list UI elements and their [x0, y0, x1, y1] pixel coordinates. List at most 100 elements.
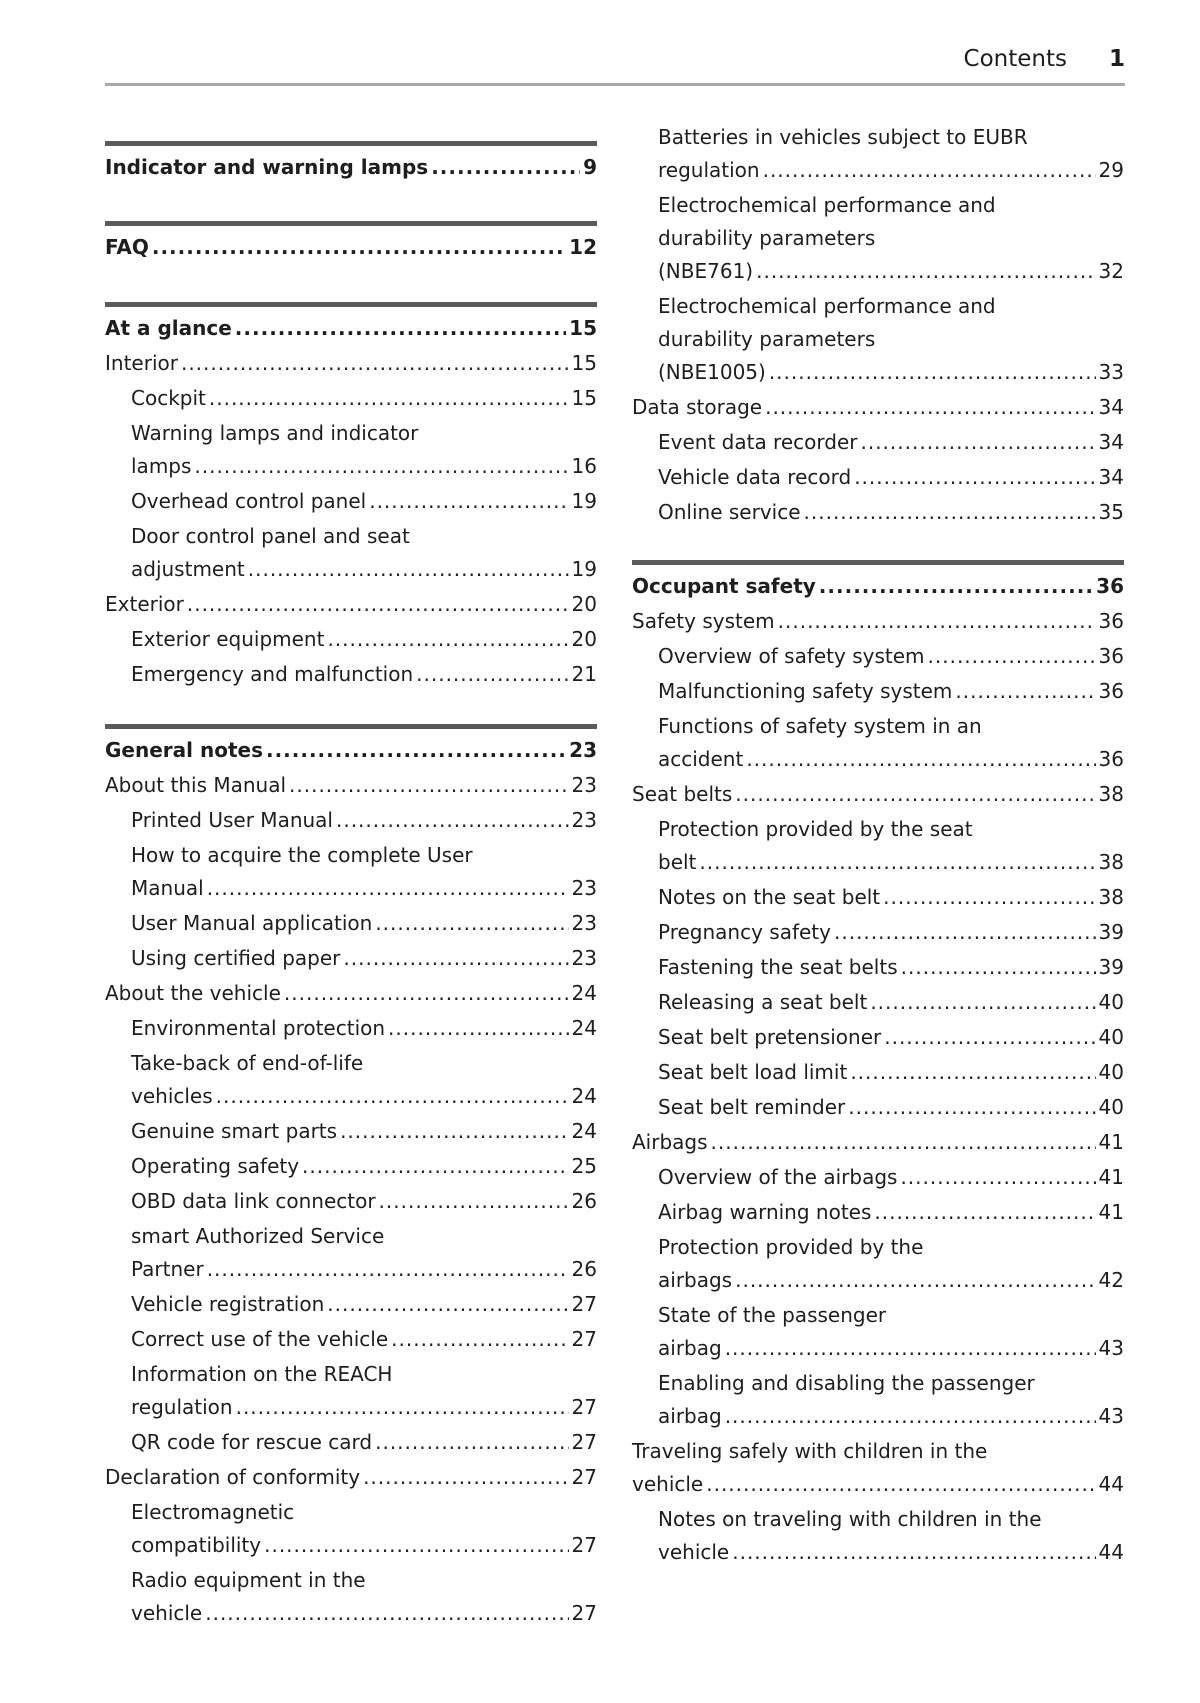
toc-entry[interactable]: Event data recorder 34: [632, 426, 1124, 459]
toc-entry[interactable]: Pregnancy safety 39: [632, 916, 1124, 949]
toc-entry[interactable]: Data storage 34: [632, 391, 1124, 424]
dot-leader: [870, 986, 1095, 1019]
entry-page-number: 36: [1098, 609, 1124, 633]
toc-section-heading[interactable]: FAQ 12: [105, 231, 597, 264]
entry-page-number: 35: [1098, 500, 1124, 524]
toc-section-heading[interactable]: Occupant safety 36: [632, 570, 1124, 603]
toc-entry[interactable]: Electromagnetic compatibility 27: [105, 1496, 597, 1562]
toc-entry[interactable]: Airbags 41: [632, 1126, 1124, 1159]
toc-entry[interactable]: Exterior 20: [105, 588, 597, 621]
entry-last-line: (NBE1005) 33: [658, 356, 1124, 389]
toc-entry[interactable]: Declaration of conformity 27: [105, 1461, 597, 1494]
toc-entry[interactable]: Information on the REACH regulation 27: [105, 1358, 597, 1424]
entry-title-line: airbags: [658, 1268, 733, 1292]
toc-entry[interactable]: OBD data link connector 26: [105, 1185, 597, 1218]
dot-leader: [289, 769, 569, 802]
entry-last-line: Overview of the airbags 41: [658, 1161, 1124, 1194]
toc-entry[interactable]: Electrochemical performance and durabilit…: [632, 290, 1124, 389]
toc-entry[interactable]: Traveling safely with children in the veh…: [632, 1435, 1124, 1501]
entry-page-number: 27: [571, 1292, 597, 1316]
dot-leader: [725, 1400, 1096, 1433]
header-title: Contents: [963, 46, 1067, 72]
toc-entry[interactable]: Overhead control panel 19: [105, 485, 597, 518]
dot-leader: [302, 1150, 569, 1183]
toc-entry[interactable]: Safety system 36: [632, 605, 1124, 638]
entry-page-number: 40: [1098, 1060, 1124, 1084]
toc-entry[interactable]: Exterior equipment 20: [105, 623, 597, 656]
toc-section-heading[interactable]: At a glance 15: [105, 312, 597, 345]
toc-entry[interactable]: Online service 35: [632, 496, 1124, 529]
toc-entry[interactable]: About this Manual 23: [105, 769, 597, 802]
entry-last-line: Partner 26: [131, 1253, 597, 1286]
entry-title-line: Indicator and warning lamps: [105, 155, 429, 179]
entry-page-number: 27: [571, 1465, 597, 1489]
toc-entry[interactable]: Releasing a seat belt 40: [632, 986, 1124, 1019]
toc-entry[interactable]: Protection provided by the airbags 42: [632, 1231, 1124, 1297]
toc-entry[interactable]: Malfunctioning safety system 36: [632, 675, 1124, 708]
toc-entry[interactable]: User Manual application 23: [105, 907, 597, 940]
entry-title-line: Partner: [131, 1257, 204, 1281]
toc-section: At a glance 15 Interior 15 Cockpit 15 Warning …: [105, 302, 597, 693]
entry-last-line: vehicle 27: [131, 1597, 597, 1630]
toc-entry[interactable]: Radio equipment in the vehicle 27: [105, 1564, 597, 1630]
toc-entry[interactable]: Vehicle registration 27: [105, 1288, 597, 1321]
toc-entry[interactable]: State of the passenger airbag 43: [632, 1299, 1124, 1365]
toc-entry[interactable]: Seat belts 38: [632, 778, 1124, 811]
section-divider: [105, 724, 597, 729]
toc-entry[interactable]: Cockpit 15: [105, 382, 597, 415]
entry-last-line: QR code for rescue card 27: [131, 1426, 597, 1459]
toc-entry[interactable]: Door control panel and seat adjustment 19: [105, 520, 597, 586]
toc-entry[interactable]: Enabling and disabling the passenger airb…: [632, 1367, 1124, 1433]
toc-entry[interactable]: QR code for rescue card 27: [105, 1426, 597, 1459]
toc-section-heading[interactable]: Indicator and warning lamps 9: [105, 151, 597, 184]
dot-leader: [928, 640, 1096, 673]
toc-entry[interactable]: Printed User Manual 23: [105, 804, 597, 837]
toc-entry[interactable]: Notes on the seat belt 38: [632, 881, 1124, 914]
entry-title-line: Manual: [131, 876, 204, 900]
entry-title-line: Emergency and malfunction: [131, 662, 414, 686]
dot-leader: [699, 846, 1095, 879]
entry-last-line: About this Manual 23: [105, 769, 597, 802]
toc-entry[interactable]: Functions of safety system in an accident…: [632, 710, 1124, 776]
entry-title-line: Safety system: [632, 609, 775, 633]
toc-entry[interactable]: About the vehicle 24: [105, 977, 597, 1010]
entry-title-line: Electrochemical performance and: [658, 294, 996, 318]
toc-entry[interactable]: Seat belt load limit 40: [632, 1056, 1124, 1089]
toc-entry[interactable]: Protection provided by the seat belt 38: [632, 813, 1124, 879]
toc-entry[interactable]: Overview of the airbags 41: [632, 1161, 1124, 1194]
toc-entry[interactable]: Warning lamps and indicator lamps 16: [105, 417, 597, 483]
toc-entry[interactable]: Genuine smart parts 24: [105, 1115, 597, 1148]
toc-entry[interactable]: Operating safety 25: [105, 1150, 597, 1183]
entry-title-line: Cockpit: [131, 386, 206, 410]
toc-entry[interactable]: Batteries in vehicles subject to EUBR reg…: [632, 121, 1124, 187]
toc-entry[interactable]: Electrochemical performance and durabilit…: [632, 189, 1124, 288]
toc-entry[interactable]: Vehicle data record 34: [632, 461, 1124, 494]
toc-entry[interactable]: Overview of safety system 36: [632, 640, 1124, 673]
entry-title-line: Data storage: [632, 395, 763, 419]
toc-entry[interactable]: Take-back of end-of-life vehicles 24: [105, 1047, 597, 1113]
entry-page-number: 43: [1098, 1336, 1124, 1360]
toc-entry[interactable]: Emergency and malfunction 21: [105, 658, 597, 691]
entry-title-line: Functions of safety system in an: [658, 714, 982, 738]
toc-entry[interactable]: Seat belt reminder 40: [632, 1091, 1124, 1124]
entry-title-line: belt: [658, 850, 697, 874]
toc-entry[interactable]: Correct use of the vehicle 27: [105, 1323, 597, 1356]
entry-last-line: Cockpit 15: [131, 382, 597, 415]
toc-entry[interactable]: Airbag warning notes 41: [632, 1196, 1124, 1229]
toc-entry[interactable]: smart Authorized Service Partner 26: [105, 1220, 597, 1286]
toc-entry[interactable]: Interior 15: [105, 347, 597, 380]
toc-entry[interactable]: Fastening the seat belts 39: [632, 951, 1124, 984]
toc-entry[interactable]: Environmental protection 24: [105, 1012, 597, 1045]
toc-section-heading[interactable]: General notes 23: [105, 734, 597, 767]
toc-entry[interactable]: Using certified paper 23: [105, 942, 597, 975]
entry-last-line: Printed User Manual 23: [131, 804, 597, 837]
entry-last-line: Exterior equipment 20: [131, 623, 597, 656]
entry-page-number: 19: [571, 557, 597, 581]
toc-entry[interactable]: Notes on traveling with children in the v…: [632, 1503, 1124, 1569]
dot-leader: [216, 1080, 569, 1113]
dot-leader: [327, 623, 568, 656]
toc-entry[interactable]: How to acquire the complete User Manual 23: [105, 839, 597, 905]
entry-title-line: Protection provided by the seat: [658, 817, 973, 841]
entry-title-line: User Manual application: [131, 911, 373, 935]
toc-entry[interactable]: Seat belt pretensioner 40: [632, 1021, 1124, 1054]
